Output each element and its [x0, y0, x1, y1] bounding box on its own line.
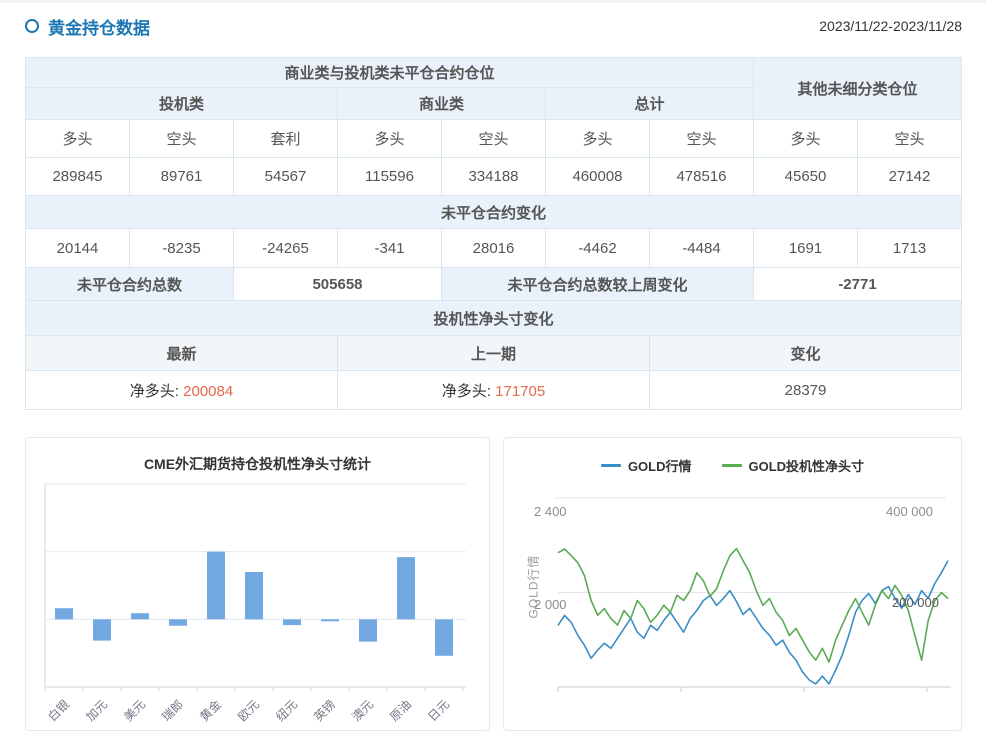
change-value: -24265 — [233, 228, 338, 268]
position-value: 478516 — [649, 157, 754, 196]
svg-text:加元: 加元 — [83, 697, 110, 724]
net-col-latest: 最新 — [25, 335, 338, 371]
group-total: 总计 — [545, 87, 754, 120]
group-speculative: 投机类 — [25, 87, 338, 120]
net-latest-label: 净多头: — [129, 382, 179, 400]
legend-item-gold-price[interactable]: GOLD行情 — [600, 456, 692, 475]
header-main: 商业类与投机类未平仓合约仓位 — [25, 57, 754, 88]
header-other: 其他未细分类仓位 — [753, 57, 962, 120]
svg-text:澳元: 澳元 — [349, 697, 376, 724]
net-change-value: 28379 — [649, 370, 962, 410]
bar-chart-title: CME外汇期货持仓投机性净头寸统计 — [143, 456, 372, 472]
position-value: 27142 — [857, 157, 962, 196]
line-chart-legend: GOLD行情 GOLD投机性净头寸 — [504, 456, 961, 475]
svg-text:纽元: 纽元 — [273, 697, 300, 724]
col-header: 空头 — [857, 119, 962, 158]
circle-bullet-icon — [25, 19, 39, 33]
svg-text:瑞郎: 瑞郎 — [159, 697, 186, 724]
legend-label: GOLD投机性净头寸 — [748, 459, 865, 474]
col-header: 多头 — [753, 119, 858, 158]
gold-net-position-dash-icon — [721, 464, 742, 467]
net-section-header: 投机性净头寸变化 — [25, 300, 962, 336]
total-oi-value: 505658 — [233, 267, 442, 301]
position-value: 289845 — [25, 157, 130, 196]
col-header: 多头 — [337, 119, 442, 158]
group-commercial: 商业类 — [337, 87, 546, 120]
change-value: 28016 — [441, 228, 546, 268]
left-axis-top-label: 2 400 — [534, 504, 567, 519]
y-axis-title: GOLD行情 — [526, 554, 541, 619]
legend-item-gold-net-position[interactable]: GOLD投机性净头寸 — [721, 456, 865, 475]
svg-text:英镑: 英镑 — [311, 697, 339, 725]
col-header: 多头 — [25, 119, 130, 158]
net-prev-cell: 净多头: 171705 — [337, 370, 650, 410]
net-col-change: 变化 — [649, 335, 962, 371]
svg-text:黄金: 黄金 — [197, 697, 225, 725]
net-prev-value: 171705 — [495, 382, 546, 400]
change-value: -4462 — [545, 228, 650, 268]
weekly-change-value: -2771 — [753, 267, 962, 301]
weekly-change-label: 未平仓合约总数较上周变化 — [441, 267, 754, 301]
position-value: 115596 — [337, 157, 442, 196]
right-axis-mid-label: 200 000 — [892, 595, 939, 610]
header: 黄金持仓数据 2023/11/22-2023/11/28 — [25, 12, 962, 40]
col-header: 多头 — [545, 119, 650, 158]
position-value: 460008 — [545, 157, 650, 196]
line-chart-card: GOLD行情 GOLD投机性净头寸 2 400 400 000 2 000 20… — [503, 437, 962, 731]
gold-positions-table: 商业类与投机类未平仓合约仓位 其他未细分类仓位 投机类 商业类 总计 多头 空头… — [25, 57, 962, 410]
net-latest-value: 200084 — [183, 382, 234, 400]
net-prev-label: 净多头: — [441, 382, 491, 400]
change-value: -8235 — [129, 228, 234, 268]
svg-text:美元: 美元 — [121, 697, 148, 724]
col-header: 空头 — [649, 119, 754, 158]
change-value: 20144 — [25, 228, 130, 268]
svg-text:原油: 原油 — [387, 697, 414, 724]
gold-price-dash-icon — [600, 464, 621, 467]
bar-chart-card: CME外汇期货持仓投机性净头寸统计 白银 加元 美元 瑞郎 黄金 欧元 纽元 英镑 澳元 原油 日元 — [25, 437, 490, 731]
change-value: -4484 — [649, 228, 754, 268]
change-value: 1691 — [753, 228, 858, 268]
total-oi-label: 未平仓合约总数 — [25, 267, 234, 301]
col-header: 空头 — [129, 119, 234, 158]
svg-text:欧元: 欧元 — [235, 697, 262, 724]
col-header: 空头 — [441, 119, 546, 158]
legend-label: GOLD行情 — [627, 459, 692, 474]
net-latest-cell: 净多头: 200084 — [25, 370, 338, 410]
change-value: 1713 — [857, 228, 962, 268]
right-axis-top-label: 400 000 — [886, 504, 933, 519]
position-value: 89761 — [129, 157, 234, 196]
col-header: 套利 — [233, 119, 338, 158]
position-value: 334188 — [441, 157, 546, 196]
page-title: 黄金持仓数据 — [48, 18, 150, 38]
top-strip — [0, 0, 986, 3]
change-value: -341 — [337, 228, 442, 268]
bar-chart: 白银 加元 美元 瑞郎 黄金 欧元 纽元 英镑 澳元 原油 日元 — [44, 483, 466, 725]
position-value: 45650 — [753, 157, 858, 196]
net-col-previous: 上一期 — [337, 335, 650, 371]
date-range: 2023/11/22-2023/11/28 — [819, 18, 962, 34]
svg-text:日元: 日元 — [425, 697, 452, 724]
line-chart — [554, 497, 951, 692]
change-section-header: 未平仓合约变化 — [25, 195, 962, 229]
svg-text:白银: 白银 — [45, 697, 73, 725]
left-axis-mid-label: 2 000 — [534, 597, 567, 612]
position-value: 54567 — [233, 157, 338, 196]
